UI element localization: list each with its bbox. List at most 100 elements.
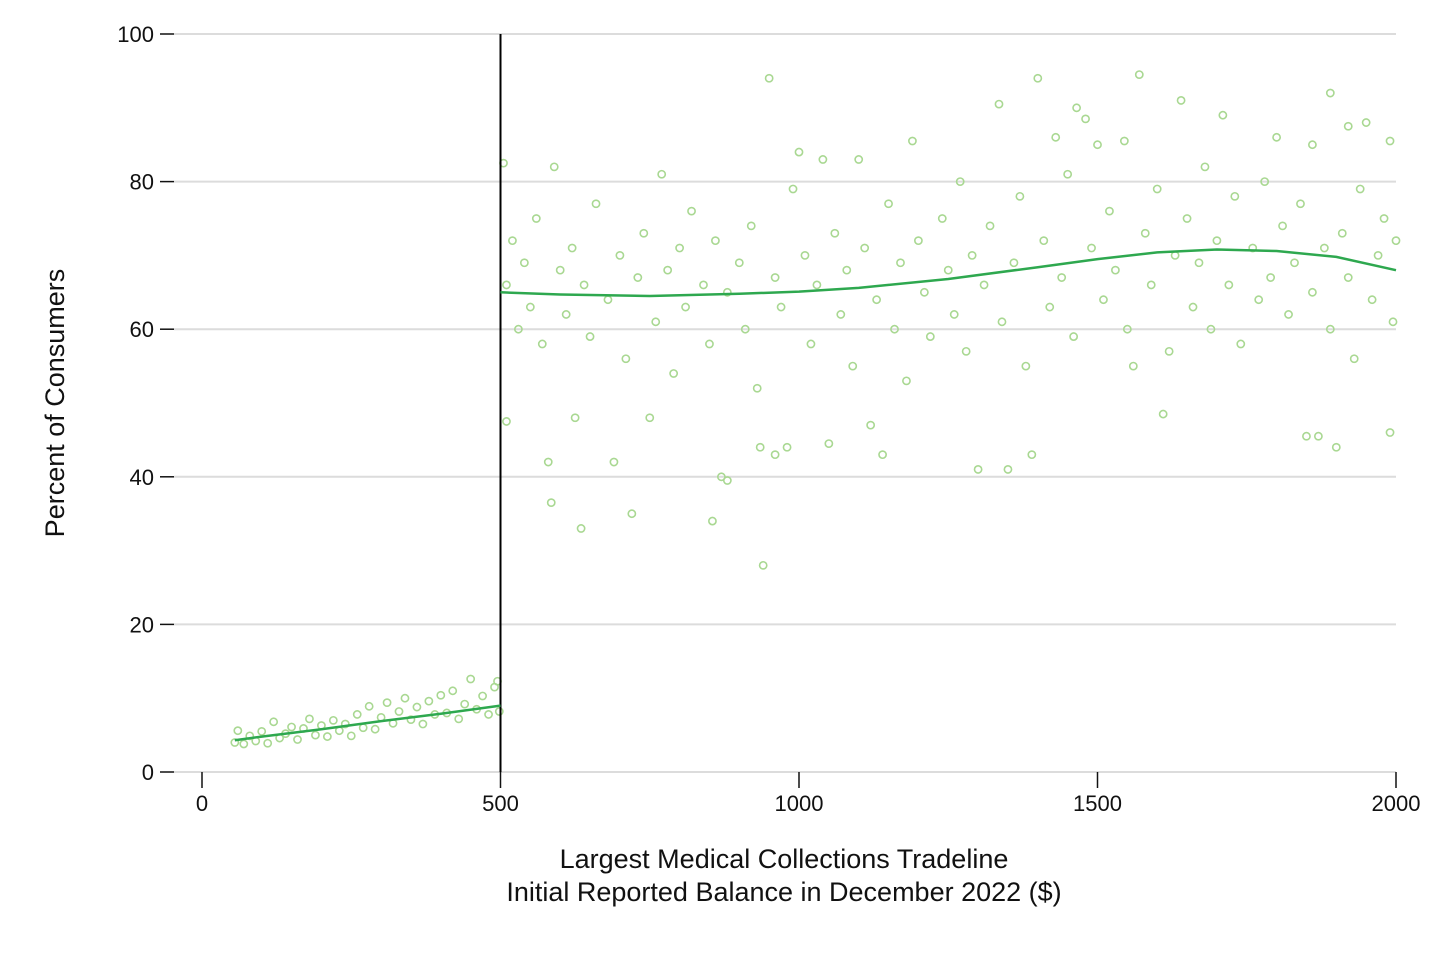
data-point [412,702,422,712]
data-point [669,369,679,378]
data-point [746,221,756,231]
data-point [627,509,637,519]
data-point [663,265,673,275]
data-point [884,199,893,209]
data-point [764,73,774,83]
data-point [854,155,864,164]
data-point [543,457,553,467]
data-point [1122,324,1132,334]
data-point [525,302,535,312]
data-point [591,199,601,209]
data-point [1099,295,1108,305]
data-point [758,560,768,570]
data-point [1063,169,1073,179]
y-tick-label: 40 [130,465,154,490]
data-point [699,280,708,290]
data-point [514,324,523,334]
data-point [770,450,780,460]
data-point [1021,361,1031,371]
data-point [997,317,1007,327]
data-point [645,413,655,423]
data-point [752,383,762,393]
data-point [705,339,714,349]
data-point [1343,273,1353,282]
data-point [1182,214,1192,223]
data-point [1260,177,1270,186]
data-point [1081,114,1090,124]
data-point [570,413,580,423]
data-point [358,723,368,733]
data-point [800,250,810,260]
data-point [1200,162,1210,172]
data-point [609,457,619,467]
data-point [878,450,887,460]
data-point [1296,199,1305,209]
data-point [1087,243,1096,253]
data-point [1152,184,1162,194]
y-tick-label: 80 [130,170,154,195]
data-point [687,206,696,216]
data-point [1325,88,1335,98]
data-point [681,302,690,312]
data-point [531,214,541,223]
data-point [454,714,464,724]
data-point [537,339,547,349]
data-point [555,265,565,275]
data-point [466,674,476,684]
data-point [1111,265,1120,275]
data-point [734,258,744,268]
data-point [579,280,589,290]
data-point [925,332,935,341]
data-point [603,295,613,305]
data-point [812,280,822,290]
data-point [1015,191,1025,201]
data-point [961,346,971,356]
data-point [860,243,870,253]
data-point [1308,287,1317,297]
data-point [896,258,905,268]
data-point [561,310,571,319]
data-point [257,727,267,736]
data-point [794,147,804,157]
data-point [1373,250,1383,260]
data-point [508,236,517,246]
data-point [902,376,911,386]
data-point [639,228,649,238]
data-point [546,498,556,508]
data-point [1027,450,1037,460]
data-point [621,354,631,364]
data-point [1194,258,1204,268]
data-point [1128,361,1138,371]
data-point [1385,136,1395,146]
data-point [1290,258,1299,268]
data-point [994,99,1004,109]
data-point [985,221,995,231]
y-tick-label: 100 [117,22,154,47]
data-point [328,715,338,725]
data-point [842,265,852,275]
x-axis-label-line2: Initial Reported Balance in December 202… [506,877,1061,907]
data-point [370,724,380,734]
data-point [1206,324,1216,334]
data-point [340,719,350,729]
data-point [1236,339,1246,349]
data-point [269,717,279,727]
data-point [1003,465,1013,474]
data-point [1176,96,1186,105]
data-point [776,302,786,312]
data-point [448,686,458,696]
data-point [675,243,684,253]
data-point [818,155,828,164]
data-point [1331,442,1341,452]
data-point [919,287,929,297]
data-point [770,273,780,282]
data-point [722,476,732,485]
data-point [494,707,504,716]
data-point [382,698,392,708]
data-point [1212,236,1222,246]
data-point [657,169,667,179]
data-point [782,442,792,452]
data-point [1278,221,1287,231]
data-point [1105,206,1114,216]
data-point [866,420,876,430]
